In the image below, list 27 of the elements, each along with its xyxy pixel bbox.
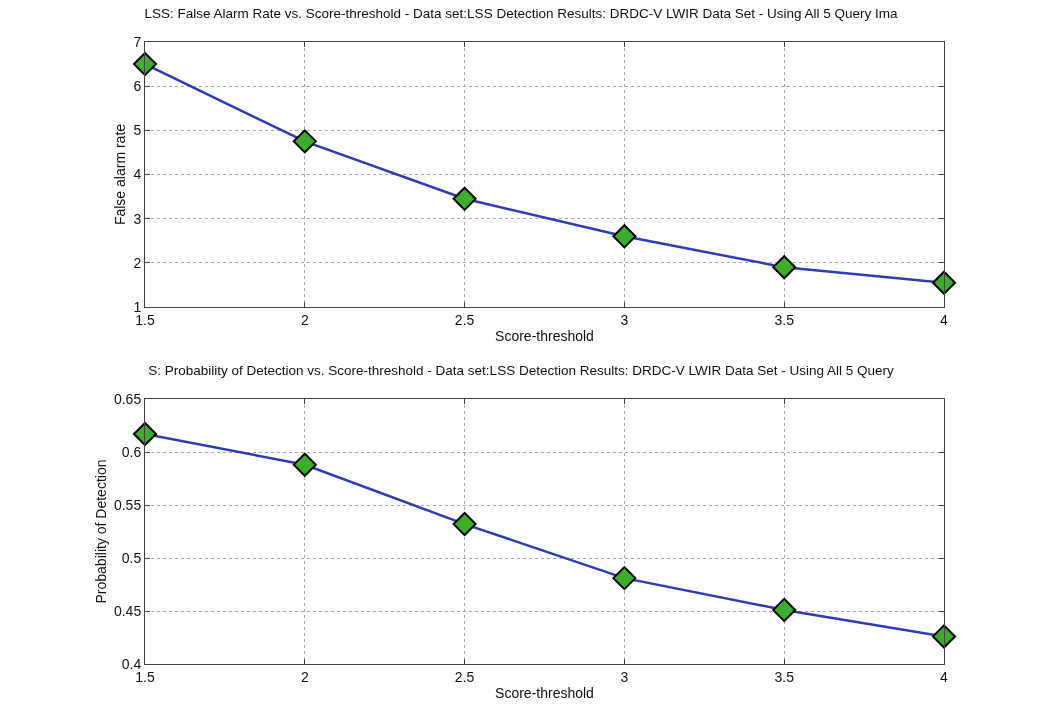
- y-axis-title: False alarm rate: [112, 123, 128, 226]
- chart-title: S: Probability of Detection vs. Score-threshold - Data set:LSS Detection Results: DRDC-V LWIR Data Set - Using All 5 Query: [148, 363, 895, 379]
- x-tick-label: 3.5: [774, 311, 795, 328]
- y-tick-label: 0.65: [113, 390, 142, 407]
- y-tick-label: 2: [133, 254, 142, 271]
- y-tick-label: 0.55: [113, 496, 142, 513]
- x-tick-label: 2: [300, 311, 309, 328]
- x-tick-label: 2.5: [454, 668, 475, 685]
- y-tick-label: 0.45: [113, 602, 142, 619]
- x-tick-label: 4: [940, 311, 949, 328]
- x-tick-label: 2.5: [454, 311, 475, 328]
- chart-title: LSS: False Alarm Rate vs. Score-threshold - Data set:LSS Detection Results: DRDC-V LWIR Data Set - Using All 5 Query Ima: [144, 6, 898, 22]
- y-tick-label: 0.5: [121, 549, 142, 566]
- y-axis-title: Probability of Detection: [92, 459, 109, 604]
- x-axis-title: Score-threshold: [495, 685, 594, 702]
- x-tick-label: 3: [620, 311, 629, 328]
- y-tick-label: 7: [133, 33, 142, 50]
- x-tick-label: 3: [620, 668, 629, 685]
- x-tick-label: 2: [300, 668, 309, 685]
- x-axis-title: Score-threshold: [495, 328, 594, 345]
- y-tick-label: 0.6: [121, 443, 142, 460]
- y-tick-label: 4: [133, 166, 142, 183]
- y-tick-label: 3: [133, 210, 142, 227]
- x-tick-label: 4: [940, 668, 949, 685]
- y-tick-label: 5: [133, 122, 142, 139]
- x-tick-label: 3.5: [774, 668, 795, 685]
- y-tick-label: 6: [133, 78, 142, 95]
